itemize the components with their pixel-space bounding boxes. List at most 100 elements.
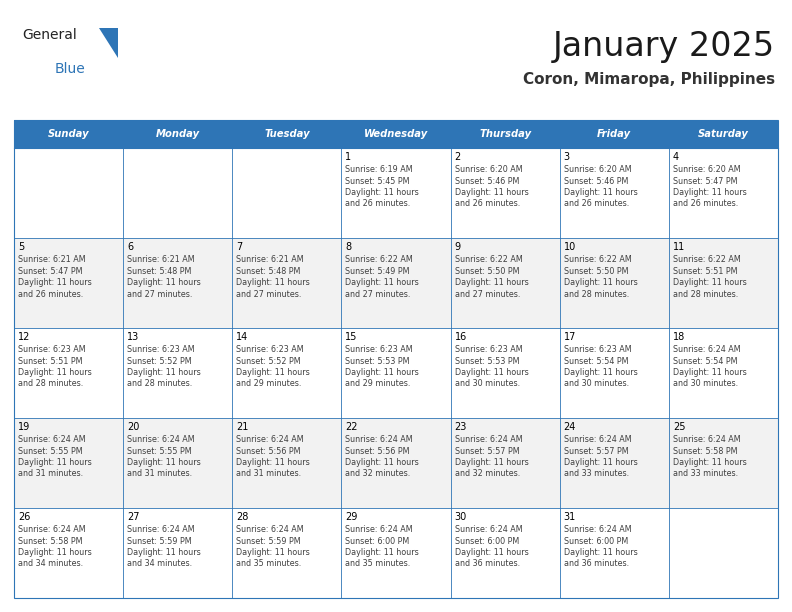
Text: 23: 23 <box>455 422 467 432</box>
Text: and 30 minutes.: and 30 minutes. <box>673 379 738 389</box>
Text: and 36 minutes.: and 36 minutes. <box>455 559 520 569</box>
Text: 1: 1 <box>345 152 352 162</box>
Text: 16: 16 <box>455 332 466 342</box>
Bar <box>232 120 341 148</box>
Text: 8: 8 <box>345 242 352 252</box>
Text: and 27 minutes.: and 27 minutes. <box>345 289 411 299</box>
Bar <box>232 328 341 418</box>
Text: 3: 3 <box>564 152 569 162</box>
Text: 12: 12 <box>18 332 30 342</box>
Text: Tuesday: Tuesday <box>264 129 310 139</box>
Text: Sunset: 6:00 PM: Sunset: 6:00 PM <box>564 537 628 545</box>
Bar <box>123 148 232 238</box>
Text: and 26 minutes.: and 26 minutes. <box>455 200 520 209</box>
Text: Daylight: 11 hours: Daylight: 11 hours <box>673 188 747 197</box>
Text: Daylight: 11 hours: Daylight: 11 hours <box>564 458 638 467</box>
Text: 15: 15 <box>345 332 358 342</box>
Text: Sunrise: 6:20 AM: Sunrise: 6:20 AM <box>564 165 631 174</box>
Text: Daylight: 11 hours: Daylight: 11 hours <box>455 278 528 287</box>
Text: Sunrise: 6:24 AM: Sunrise: 6:24 AM <box>455 525 522 534</box>
Text: Sunset: 5:48 PM: Sunset: 5:48 PM <box>128 266 192 275</box>
Bar <box>123 508 232 598</box>
Text: Daylight: 11 hours: Daylight: 11 hours <box>345 278 419 287</box>
Text: 28: 28 <box>236 512 249 522</box>
Text: Monday: Monday <box>156 129 200 139</box>
Text: Daylight: 11 hours: Daylight: 11 hours <box>345 368 419 377</box>
Bar <box>14 120 123 148</box>
Text: and 26 minutes.: and 26 minutes. <box>345 200 411 209</box>
Text: Daylight: 11 hours: Daylight: 11 hours <box>345 458 419 467</box>
Text: and 33 minutes.: and 33 minutes. <box>564 469 629 479</box>
Text: Sunset: 5:52 PM: Sunset: 5:52 PM <box>236 357 301 365</box>
Text: and 26 minutes.: and 26 minutes. <box>564 200 629 209</box>
Text: 29: 29 <box>345 512 358 522</box>
Text: 24: 24 <box>564 422 576 432</box>
Text: and 36 minutes.: and 36 minutes. <box>564 559 629 569</box>
Text: Sunrise: 6:23 AM: Sunrise: 6:23 AM <box>455 345 522 354</box>
Text: Sunrise: 6:21 AM: Sunrise: 6:21 AM <box>18 255 86 264</box>
Text: and 30 minutes.: and 30 minutes. <box>455 379 520 389</box>
Bar <box>451 328 560 418</box>
Text: Daylight: 11 hours: Daylight: 11 hours <box>128 368 201 377</box>
Text: 6: 6 <box>128 242 133 252</box>
Text: Sunset: 5:45 PM: Sunset: 5:45 PM <box>345 176 410 185</box>
Text: Daylight: 11 hours: Daylight: 11 hours <box>564 368 638 377</box>
Bar <box>560 508 669 598</box>
Bar <box>451 418 560 508</box>
Text: Sunrise: 6:24 AM: Sunrise: 6:24 AM <box>564 525 631 534</box>
Bar <box>14 238 123 328</box>
Bar <box>232 148 341 238</box>
Text: Sunrise: 6:24 AM: Sunrise: 6:24 AM <box>564 435 631 444</box>
Text: Daylight: 11 hours: Daylight: 11 hours <box>455 458 528 467</box>
Text: Daylight: 11 hours: Daylight: 11 hours <box>18 458 92 467</box>
Text: and 27 minutes.: and 27 minutes. <box>236 289 302 299</box>
Text: 9: 9 <box>455 242 461 252</box>
Bar <box>341 120 451 148</box>
Text: Sunset: 5:51 PM: Sunset: 5:51 PM <box>18 357 82 365</box>
Text: and 33 minutes.: and 33 minutes. <box>673 469 738 479</box>
Text: and 27 minutes.: and 27 minutes. <box>128 289 192 299</box>
Text: Sunset: 5:59 PM: Sunset: 5:59 PM <box>236 537 301 545</box>
Text: Sunrise: 6:24 AM: Sunrise: 6:24 AM <box>236 525 304 534</box>
Text: and 34 minutes.: and 34 minutes. <box>128 559 192 569</box>
Text: Daylight: 11 hours: Daylight: 11 hours <box>128 458 201 467</box>
Text: Daylight: 11 hours: Daylight: 11 hours <box>455 548 528 557</box>
Text: Sunrise: 6:23 AM: Sunrise: 6:23 AM <box>564 345 631 354</box>
Text: 27: 27 <box>128 512 139 522</box>
Text: Sunrise: 6:22 AM: Sunrise: 6:22 AM <box>455 255 522 264</box>
Text: Sunset: 5:54 PM: Sunset: 5:54 PM <box>564 357 628 365</box>
Text: and 28 minutes.: and 28 minutes. <box>18 379 83 389</box>
Text: and 31 minutes.: and 31 minutes. <box>236 469 302 479</box>
Text: Sunset: 5:55 PM: Sunset: 5:55 PM <box>128 447 192 455</box>
Text: Friday: Friday <box>597 129 631 139</box>
Text: 21: 21 <box>236 422 249 432</box>
Bar <box>669 148 778 238</box>
Text: Daylight: 11 hours: Daylight: 11 hours <box>18 368 92 377</box>
Text: Daylight: 11 hours: Daylight: 11 hours <box>455 368 528 377</box>
Bar <box>341 238 451 328</box>
Text: Sunrise: 6:24 AM: Sunrise: 6:24 AM <box>18 435 86 444</box>
Text: 30: 30 <box>455 512 466 522</box>
Bar <box>669 418 778 508</box>
Text: 19: 19 <box>18 422 30 432</box>
Text: Sunset: 5:56 PM: Sunset: 5:56 PM <box>345 447 410 455</box>
Text: Daylight: 11 hours: Daylight: 11 hours <box>236 278 310 287</box>
Text: Sunset: 5:47 PM: Sunset: 5:47 PM <box>18 266 82 275</box>
Text: 31: 31 <box>564 512 576 522</box>
Bar <box>341 328 451 418</box>
Text: Sunset: 5:52 PM: Sunset: 5:52 PM <box>128 357 192 365</box>
Bar <box>560 238 669 328</box>
Text: and 29 minutes.: and 29 minutes. <box>236 379 302 389</box>
Bar <box>123 238 232 328</box>
Text: 18: 18 <box>673 332 685 342</box>
Text: Sunset: 5:59 PM: Sunset: 5:59 PM <box>128 537 192 545</box>
Bar <box>123 418 232 508</box>
Text: Sunset: 5:46 PM: Sunset: 5:46 PM <box>564 176 628 185</box>
Text: 13: 13 <box>128 332 139 342</box>
Text: Sunset: 5:56 PM: Sunset: 5:56 PM <box>236 447 301 455</box>
Text: 7: 7 <box>236 242 242 252</box>
Text: Sunrise: 6:24 AM: Sunrise: 6:24 AM <box>345 435 413 444</box>
Text: and 31 minutes.: and 31 minutes. <box>128 469 192 479</box>
Text: Sunset: 5:53 PM: Sunset: 5:53 PM <box>345 357 410 365</box>
Text: Daylight: 11 hours: Daylight: 11 hours <box>128 548 201 557</box>
